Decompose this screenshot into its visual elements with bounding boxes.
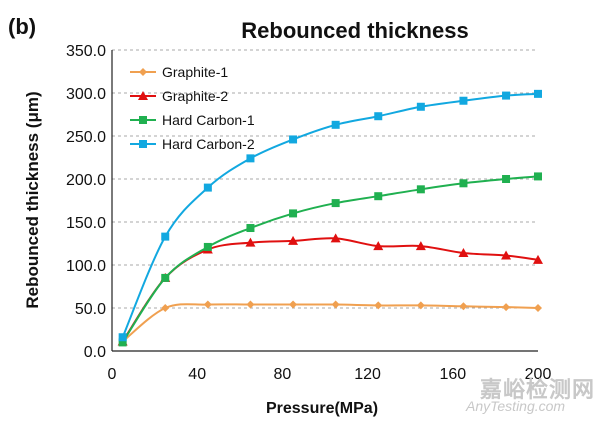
- data-point: [534, 304, 542, 312]
- data-point: [501, 250, 512, 260]
- data-point: [416, 102, 425, 111]
- y-axis-label: Rebounced thickness (μm): [23, 91, 42, 308]
- watermark-chinese: 嘉峪检测网: [480, 377, 596, 402]
- data-point: [459, 302, 468, 311]
- x-tick-label: 120: [354, 366, 381, 383]
- legend-marker: [139, 68, 147, 76]
- data-point: [416, 301, 425, 310]
- data-point: [331, 199, 340, 208]
- data-point: [502, 175, 511, 183]
- data-point: [289, 209, 298, 218]
- data-point: [533, 254, 543, 264]
- data-point: [331, 120, 340, 129]
- legend-label: Hard Carbon-2: [162, 136, 255, 152]
- legend-label: Hard Carbon-1: [162, 112, 255, 128]
- data-point: [415, 241, 426, 251]
- data-point: [246, 154, 255, 163]
- y-tick-label: 50.0: [75, 301, 106, 318]
- x-tick-label: 80: [274, 366, 292, 383]
- data-point: [331, 300, 340, 309]
- legend-marker: [139, 140, 147, 148]
- data-point: [458, 247, 469, 257]
- chart-title: Rebounced thickness: [241, 18, 468, 43]
- data-point: [288, 235, 299, 245]
- y-tick-label: 250.0: [66, 129, 106, 146]
- data-point: [374, 301, 383, 310]
- data-point: [416, 185, 425, 194]
- data-point: [246, 224, 255, 233]
- x-tick-label: 160: [439, 366, 466, 383]
- legend-marker: [138, 91, 148, 100]
- data-point: [161, 232, 170, 241]
- data-point: [246, 300, 255, 309]
- data-point: [534, 89, 542, 98]
- data-point: [245, 237, 256, 247]
- x-axis-label: Pressure(MPa): [266, 400, 378, 417]
- x-tick-label: 200: [525, 366, 552, 383]
- data-point: [374, 192, 383, 201]
- panel-label: (b): [8, 14, 37, 39]
- y-tick-label: 150.0: [66, 215, 106, 232]
- data-point: [459, 179, 468, 188]
- series-line-0: [122, 303, 539, 343]
- y-tick-label: 100.0: [66, 258, 106, 275]
- y-tick-label: 200.0: [66, 172, 106, 189]
- data-point: [203, 242, 212, 251]
- legend-label: Graphite-1: [162, 64, 228, 80]
- data-point: [459, 96, 468, 105]
- watermark-url: AnyTesting.com: [466, 398, 566, 414]
- data-point: [289, 300, 298, 309]
- data-point: [502, 91, 511, 100]
- data-point: [161, 304, 170, 312]
- data-point: [161, 273, 170, 282]
- legend-marker: [139, 116, 147, 124]
- series-line-2: [121, 175, 539, 343]
- legend-label: Graphite-2: [162, 88, 228, 104]
- data-point: [203, 300, 212, 309]
- data-point: [534, 172, 542, 181]
- data-point: [203, 183, 212, 192]
- data-point: [373, 241, 384, 251]
- x-tick-label: 40: [188, 366, 206, 383]
- data-point: [118, 338, 127, 347]
- data-point: [374, 112, 383, 121]
- x-tick-label: 0: [108, 366, 117, 383]
- y-tick-label: 0.0: [84, 344, 106, 361]
- data-point: [289, 135, 298, 144]
- y-tick-label: 350.0: [66, 43, 106, 60]
- data-point: [118, 333, 127, 342]
- y-tick-label: 300.0: [66, 86, 106, 103]
- series-line-1: [121, 237, 539, 343]
- series-line-3: [121, 92, 539, 338]
- data-point: [330, 233, 341, 243]
- data-point: [502, 303, 511, 312]
